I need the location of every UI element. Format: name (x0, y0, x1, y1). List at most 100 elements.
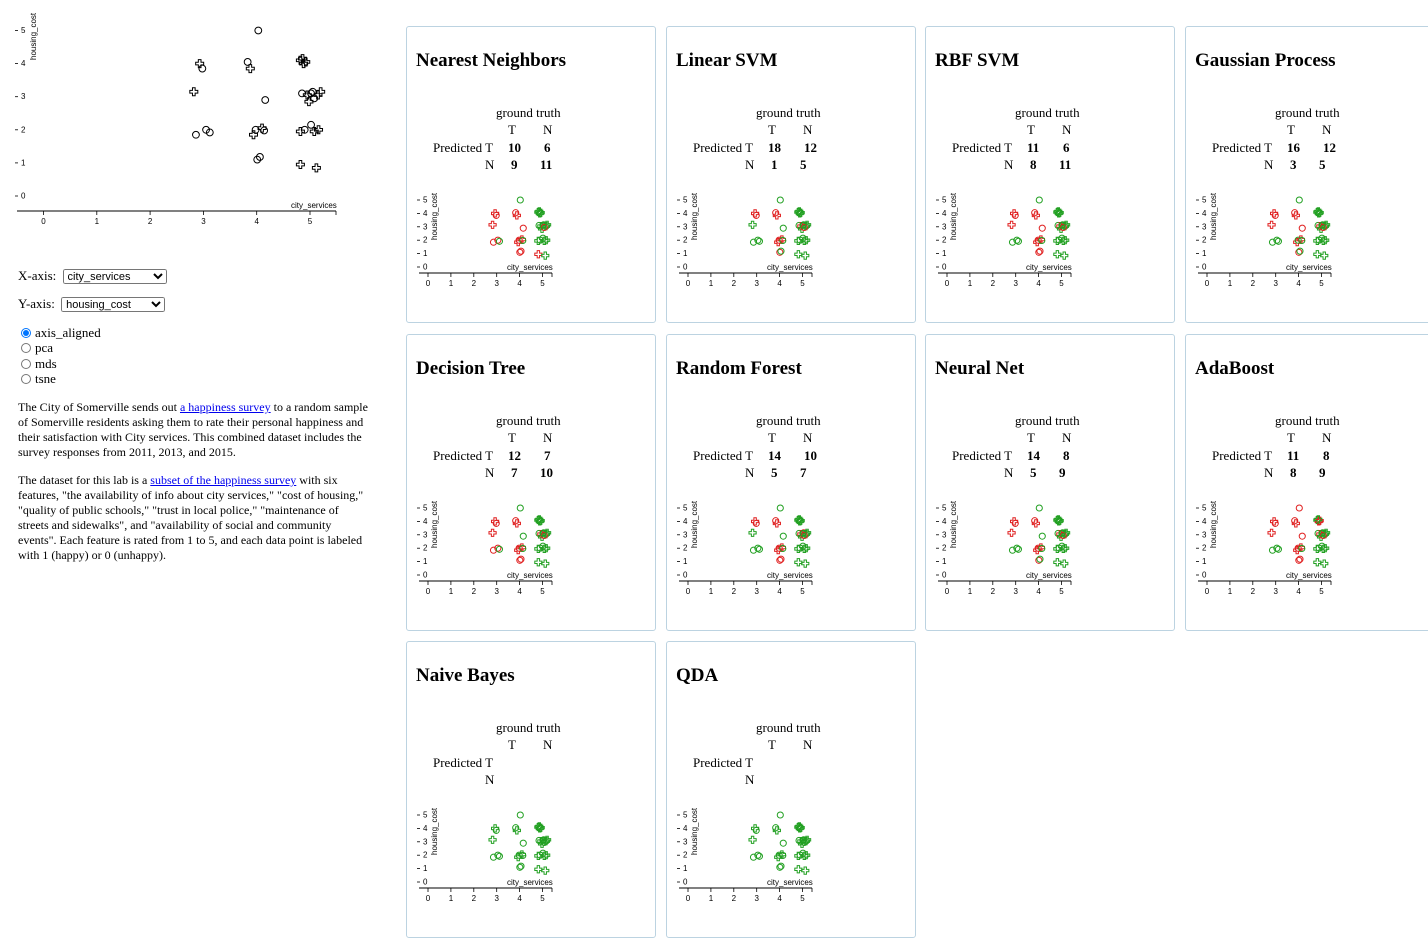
mini-y-axis-label: housing_cost (690, 192, 699, 240)
radio-pca-input[interactable] (21, 343, 31, 354)
mini-y-tick-label: 1 (942, 249, 947, 258)
cell-NT: 8 (1030, 157, 1037, 172)
mini-point-plus (802, 544, 811, 553)
ground-truth-header: ground truth (756, 720, 821, 735)
mini-point-circle (540, 223, 548, 232)
main-x-axis-label: city_services (291, 201, 337, 210)
mini-x-tick-label: 2 (732, 587, 737, 596)
classifier-scatter-plot: 0 1 2 3 4 5 0 1 2 3 4 5 city_services housing_cost (677, 192, 813, 288)
mini-y-tick-label: 4 (423, 824, 428, 833)
main-point-circle (300, 125, 309, 134)
mini-point-circle (1035, 504, 1043, 512)
cell-TT: 14 (768, 448, 781, 463)
mini-point-circle (540, 531, 548, 540)
survey-subset-link[interactable]: subset of the happiness survey (150, 473, 297, 487)
ground-truth-header: ground truth (1275, 105, 1340, 120)
mini-x-tick-label: 2 (472, 587, 477, 596)
mini-point-circle (1038, 236, 1046, 245)
mini-point-circle (779, 532, 787, 540)
radio-tsne-input[interactable] (21, 374, 31, 385)
main-point-circle (307, 89, 315, 98)
mini-y-tick-label: 0 (683, 878, 688, 887)
mini-point-plus (537, 224, 547, 233)
row-header-N: N (745, 772, 755, 787)
cell-TT: 14 (1027, 448, 1040, 463)
mini-y-tick-label: 4 (942, 209, 947, 218)
x-axis-select[interactable]: city_services (62, 269, 167, 284)
mini-x-tick-label: 1 (449, 894, 454, 903)
mini-x-tick-label: 5 (540, 279, 545, 288)
ground-truth-header: ground truth (1015, 413, 1080, 428)
mini-x-tick-label: 1 (1228, 587, 1233, 596)
ground-truth-header: ground truth (496, 105, 561, 120)
x-axis-control: X-axis: city_services (18, 268, 167, 284)
mini-point-circle (776, 248, 784, 256)
radio-pca[interactable]: pca (18, 340, 101, 357)
mini-point-circle (1038, 532, 1046, 540)
main-point-plus (298, 54, 308, 64)
classifier-card: Linear SVM ground truth T N Predicted T 18 12 N… (666, 26, 916, 323)
mini-y-tick-label: 1 (942, 557, 947, 566)
mini-y-tick-label: 5 (683, 504, 688, 513)
mini-y-tick-label: 1 (423, 864, 428, 873)
confusion-matrix: ground truth T N Predicted T 11 6 N 8 11 (926, 105, 1176, 185)
mini-point-circle (1031, 517, 1039, 525)
mini-x-tick-label: 5 (1319, 279, 1324, 288)
column-header-N: N (803, 737, 813, 752)
mini-y-tick-label: 5 (942, 196, 947, 205)
main-x-tick-label: 5 (308, 217, 313, 226)
mini-y-tick-label: 4 (683, 209, 688, 218)
mini-point-circle (1271, 211, 1279, 219)
main-point-plus (299, 59, 309, 69)
column-header-T: T (508, 737, 516, 752)
mini-point-plus (1056, 532, 1066, 541)
mini-point-plus (750, 824, 760, 833)
classifier-scatter-plot: 0 1 2 3 4 5 0 1 2 3 4 5 city_services housing_cost (417, 807, 553, 903)
mini-point-plus (1031, 519, 1040, 528)
radio-axis-aligned[interactable]: axis_aligned (18, 325, 101, 341)
mini-point-plus (540, 544, 549, 553)
y-axis-select[interactable]: housing_cost (61, 297, 166, 312)
mini-point-circle (1295, 196, 1303, 204)
mini-point-circle (1298, 236, 1306, 245)
mini-y-tick-label: 2 (683, 851, 688, 860)
cell-TN: 8 (1323, 448, 1330, 463)
mini-point-circle (1295, 248, 1303, 256)
classifier-scatter-plot: 0 1 2 3 4 5 0 1 2 3 4 5 city_services housing_cost (1196, 192, 1332, 288)
mini-point-circle (777, 555, 785, 563)
main-point-plus (314, 125, 324, 135)
column-header-N: N (803, 122, 813, 137)
mini-x-axis-label: city_services (1286, 571, 1332, 580)
mini-point-circle (799, 221, 807, 230)
mini-y-tick-label: 3 (1202, 530, 1207, 539)
mini-point-plus (1321, 236, 1330, 245)
mini-x-tick-label: 1 (709, 587, 714, 596)
mini-x-tick-label: 2 (991, 279, 996, 288)
mini-x-tick-label: 0 (426, 587, 431, 596)
cell-TN: 12 (1323, 140, 1336, 155)
mini-point-plus (536, 208, 545, 217)
radio-axis-aligned-input[interactable] (21, 327, 31, 338)
mini-point-plus (542, 220, 552, 229)
row-header-predicted-T: Predicted T (1212, 140, 1273, 155)
mini-x-tick-label: 0 (686, 894, 691, 903)
mini-point-plus (794, 865, 803, 874)
column-header-T: T (508, 122, 516, 137)
mini-point-circle (494, 544, 502, 552)
mini-point-circle (515, 544, 523, 552)
mini-point-plus (536, 516, 545, 525)
happiness-survey-link[interactable]: a happiness survey (179, 400, 271, 414)
column-header-N: N (1062, 122, 1072, 137)
main-point-plus (316, 87, 326, 97)
main-y-tick-label: 3 (21, 92, 26, 101)
main-x-tick-label: 1 (95, 217, 100, 226)
radio-mds[interactable]: mds (18, 356, 101, 372)
mini-x-axis-label: city_services (507, 263, 553, 272)
classifier-card: AdaBoost ground truth T N Predicted T 11 8 N 8 9 0… (1185, 334, 1428, 631)
radio-tsne[interactable]: tsne (18, 371, 101, 388)
main-y-tick-label: 2 (21, 125, 26, 134)
radio-mds-input[interactable] (21, 358, 31, 369)
main-point-plus (189, 87, 199, 97)
row-header-predicted-T: Predicted T (952, 448, 1013, 463)
mini-y-tick-label: 2 (423, 236, 428, 245)
